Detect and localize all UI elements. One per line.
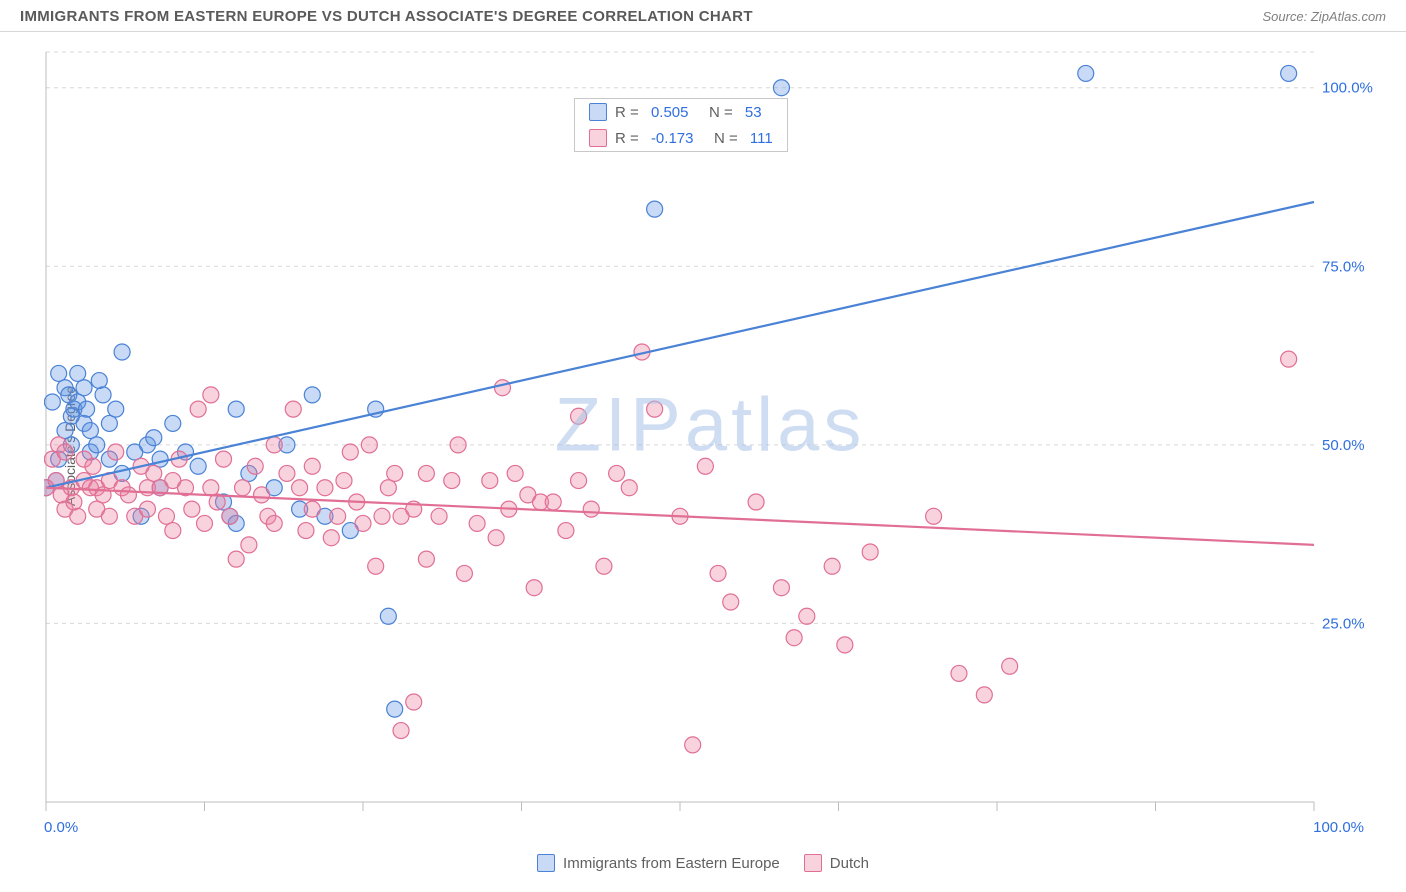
- chart-source: Source: ZipAtlas.com: [1262, 9, 1386, 24]
- svg-text:75.0%: 75.0%: [1322, 258, 1365, 275]
- legend-item-blue: Immigrants from Eastern Europe: [537, 854, 780, 872]
- stat-r-blue: 0.505: [651, 104, 689, 121]
- svg-text:100.0%: 100.0%: [1313, 819, 1364, 836]
- stat-label: N =: [701, 130, 741, 147]
- stats-legend: R = 0.505 N = 53 R = -0.173 N = 111: [574, 98, 788, 152]
- legend-label: Immigrants from Eastern Europe: [563, 855, 780, 872]
- stat-n-pink: 111: [750, 130, 773, 147]
- svg-text:0.0%: 0.0%: [44, 819, 78, 836]
- chart-title: IMMIGRANTS FROM EASTERN EUROPE VS DUTCH …: [20, 8, 753, 25]
- stat-label: R =: [615, 130, 643, 147]
- svg-text:100.0%: 100.0%: [1322, 80, 1373, 97]
- svg-text:50.0%: 50.0%: [1322, 437, 1365, 454]
- swatch-blue-icon: [537, 854, 555, 872]
- swatch-pink-icon: [804, 854, 822, 872]
- stats-row-blue: R = 0.505 N = 53: [575, 99, 787, 125]
- stat-r-pink: -0.173: [651, 130, 694, 147]
- legend-label: Dutch: [830, 855, 869, 872]
- chart-header: IMMIGRANTS FROM EASTERN EUROPE VS DUTCH …: [0, 0, 1406, 32]
- swatch-blue-icon: [589, 103, 607, 121]
- swatch-pink-icon: [589, 129, 607, 147]
- scatter-chart: 25.0% 50.0% 75.0% 100.0% 0.0% 100.0%: [44, 46, 1376, 836]
- chart-area: 25.0%50.0%75.0%100.0%0.0%100.0% ZIPatlas…: [44, 46, 1376, 836]
- stat-label: N =: [696, 104, 736, 121]
- stat-n-blue: 53: [745, 104, 762, 121]
- stat-label: R =: [615, 104, 643, 121]
- stats-row-pink: R = -0.173 N = 111: [575, 125, 787, 151]
- svg-text:25.0%: 25.0%: [1322, 615, 1365, 632]
- bottom-legend: Immigrants from Eastern Europe Dutch: [0, 854, 1406, 872]
- legend-item-pink: Dutch: [804, 854, 869, 872]
